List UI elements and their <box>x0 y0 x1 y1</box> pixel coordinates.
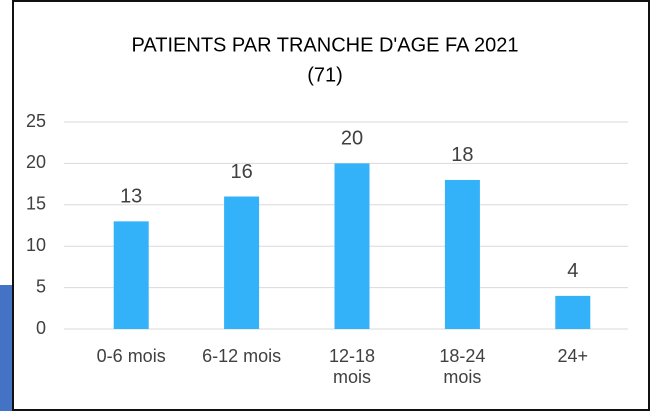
chart-title: PATIENTS PAR TRANCHE D'AGE FA 2021 <box>132 34 519 56</box>
x-tick-label: 12-18 mois <box>328 346 376 387</box>
bar <box>224 196 260 329</box>
data-label: 20 <box>341 128 363 150</box>
side-strip <box>0 285 12 411</box>
bar <box>334 163 370 329</box>
x-tick-label: 24+ <box>557 346 589 366</box>
data-label: 4 <box>567 260 578 282</box>
data-label: 16 <box>230 161 252 183</box>
y-tick-label: 25 <box>26 111 46 131</box>
x-tick-label: 18-24 mois <box>439 346 486 387</box>
y-tick-label: 20 <box>26 152 46 172</box>
y-tick-label: 10 <box>26 235 46 255</box>
x-tick-label: 0-6 mois <box>96 346 166 366</box>
data-label: 18 <box>451 144 473 166</box>
bar <box>113 221 149 329</box>
y-tick-label: 5 <box>36 276 46 296</box>
x-tick-label: 6-12 mois <box>202 346 282 366</box>
data-label: 13 <box>120 186 142 208</box>
bar <box>555 295 591 329</box>
chart-frame <box>12 0 650 411</box>
chart-subtitle: (71) <box>307 64 343 86</box>
bar <box>444 179 480 329</box>
y-tick-label: 15 <box>26 194 46 214</box>
y-tick-label: 0 <box>36 318 46 338</box>
